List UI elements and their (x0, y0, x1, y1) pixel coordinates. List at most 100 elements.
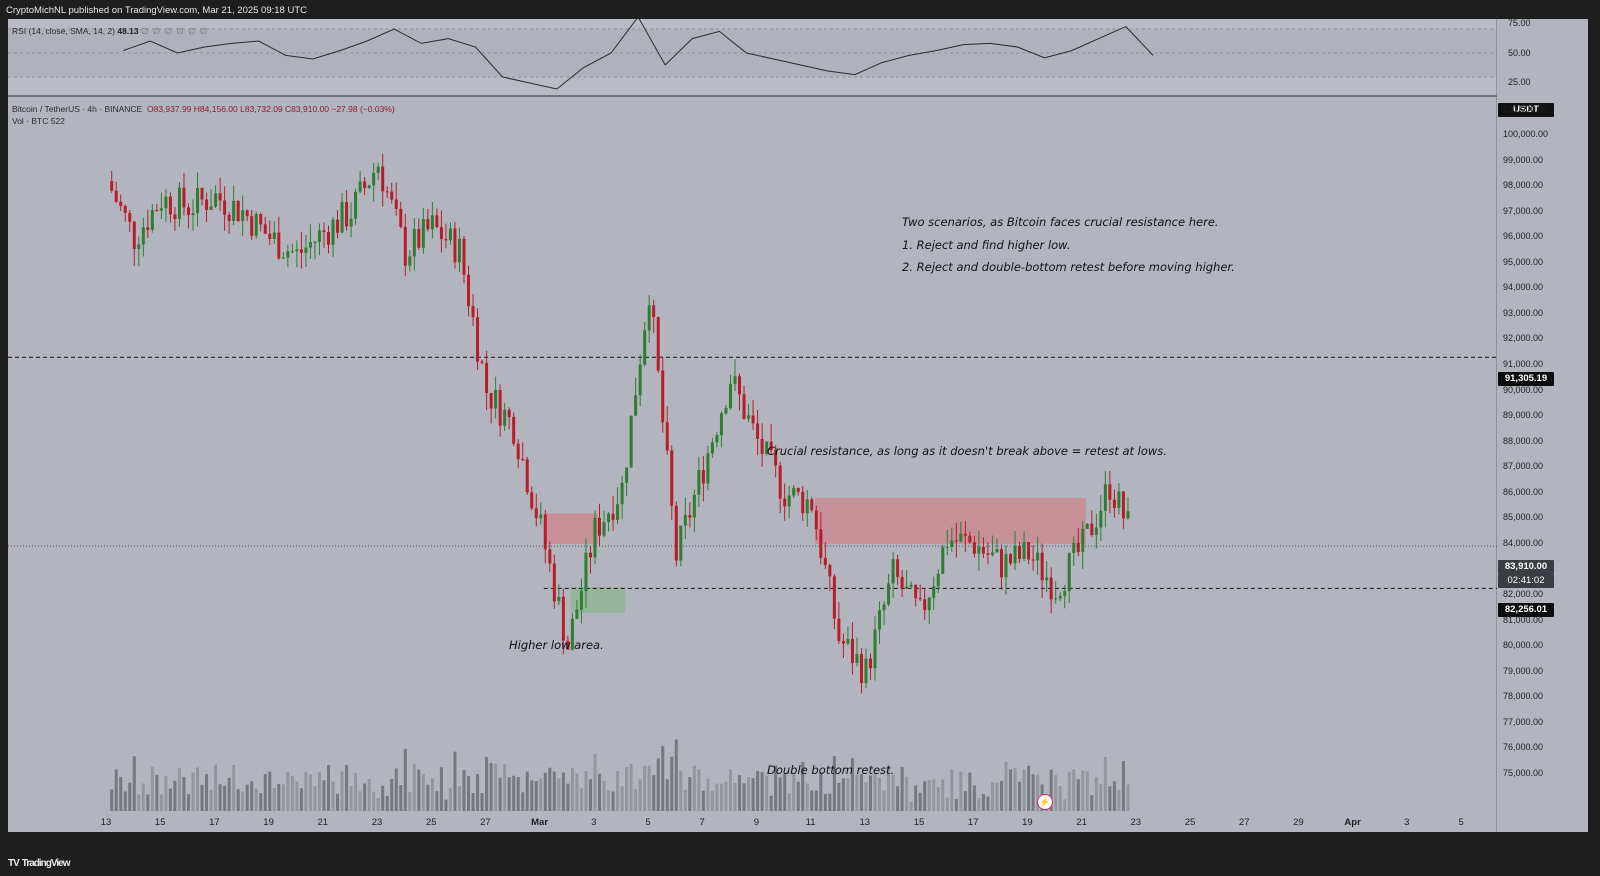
volume-bar (272, 787, 276, 811)
candle-body (963, 533, 967, 536)
volume-bar (692, 765, 696, 811)
price-tick-label: 82,000.00 (1503, 588, 1544, 599)
volume-bar (250, 781, 254, 811)
volume-bar (150, 766, 154, 811)
volume-bar (552, 771, 556, 811)
price-tick-label: 91,000.00 (1503, 359, 1544, 369)
candle-body (923, 599, 927, 611)
tradingview-logo-icon[interactable]: TV TradingView (8, 858, 71, 869)
candle-body (399, 208, 403, 227)
ohlc-open: O83,937.99 (146, 104, 192, 114)
candle-body (1063, 591, 1067, 596)
candle-body (661, 370, 665, 423)
candle-body (864, 658, 868, 684)
candle-body (376, 166, 380, 173)
candle-body (1027, 542, 1031, 560)
volume-bar (584, 771, 588, 811)
currency-badge[interactable]: USDT (1498, 103, 1554, 117)
volume-bar (480, 793, 484, 811)
volume-bar (304, 772, 308, 811)
candle-body (584, 552, 588, 592)
candle-body (1054, 598, 1058, 600)
volume-bar (1076, 779, 1080, 811)
candle-body (457, 238, 461, 263)
price-tick-label: 99,000.00 (1503, 154, 1544, 165)
volume-bar (850, 758, 854, 811)
candle-body (534, 508, 538, 519)
candle-body (986, 553, 990, 555)
volume-bar (530, 780, 534, 811)
candle-body (159, 208, 163, 211)
higher-low-note: Higher low area. (509, 638, 604, 652)
candle-body (489, 392, 493, 409)
current-price-label: 83,910.00 (1498, 560, 1554, 574)
candle-body (245, 210, 249, 217)
time-tick-label: 5 (645, 817, 650, 828)
candle-body (476, 317, 480, 362)
volume-bar (141, 783, 145, 811)
candle-body (598, 517, 601, 536)
candle-body (634, 395, 638, 416)
volume-bar (841, 778, 845, 811)
time-tick-label: 17 (968, 817, 979, 828)
candle-body (557, 596, 561, 602)
candle-body (426, 219, 430, 230)
volume-bar (805, 783, 809, 811)
volume-bar (1112, 781, 1116, 811)
candle-body (683, 515, 687, 526)
candle-body (814, 510, 818, 530)
volume-bar (1027, 765, 1031, 811)
volume-bar (665, 779, 669, 811)
volume-bar (873, 773, 877, 811)
volume-bar (643, 765, 647, 811)
volume-bar (313, 786, 317, 811)
candle-body (1108, 484, 1112, 500)
volume-bar (887, 765, 891, 811)
volume-bar (457, 786, 461, 811)
candle-body (390, 191, 394, 200)
volume-bar (498, 777, 502, 811)
candle-body (503, 409, 507, 426)
candle-body (205, 199, 209, 210)
candle-body (733, 376, 737, 384)
volume-bar (123, 791, 127, 811)
volume-bar (945, 797, 949, 811)
candle-body (724, 408, 728, 414)
candle-body (1099, 510, 1103, 528)
price-tick-label: 81,000.00 (1503, 614, 1544, 625)
candle-body (706, 453, 710, 484)
candle-body (972, 542, 976, 554)
volume-bar (439, 767, 443, 811)
time-tick-label: 19 (263, 817, 274, 828)
volume-bar (1108, 786, 1112, 811)
price-tick-label: 79,000.00 (1503, 665, 1544, 676)
volume-bar (168, 788, 172, 811)
volume-bar (345, 764, 349, 811)
time-tick-label: Mar (531, 817, 548, 828)
candle-body (1040, 552, 1044, 581)
candle-body (372, 172, 376, 186)
volume-bar (295, 781, 299, 811)
volume-bar (403, 748, 407, 811)
lightning-icon[interactable]: ⚡ (1037, 794, 1053, 810)
candle-body (132, 221, 136, 249)
volume-bar (869, 775, 872, 811)
volume-bar (995, 782, 999, 811)
candle-body (959, 533, 963, 542)
volume-bar (200, 784, 204, 811)
price-chart-svg[interactable]: 13 15 17 19 21 23 25 27 Mar 3 5 7 9 11 13 15 17 19 21 23 25 2… (8, 19, 1588, 851)
chart-area[interactable]: 13 15 17 19 21 23 25 27 Mar 3 5 7 9 11 13 15 17 19 21 23 25 2… (8, 19, 1588, 851)
candle-body (756, 423, 760, 439)
candle-body (412, 229, 416, 257)
candle-body (444, 239, 448, 241)
candle-body (859, 654, 863, 684)
volume-bar (923, 781, 927, 811)
volume-bar (634, 789, 638, 811)
volume-bar (1099, 784, 1103, 811)
candle-body (421, 219, 425, 248)
volume-bar (787, 793, 791, 811)
volume-bar (494, 763, 498, 811)
volume-bar (932, 779, 936, 811)
candle-body (439, 226, 443, 240)
volume-bar (670, 756, 674, 811)
